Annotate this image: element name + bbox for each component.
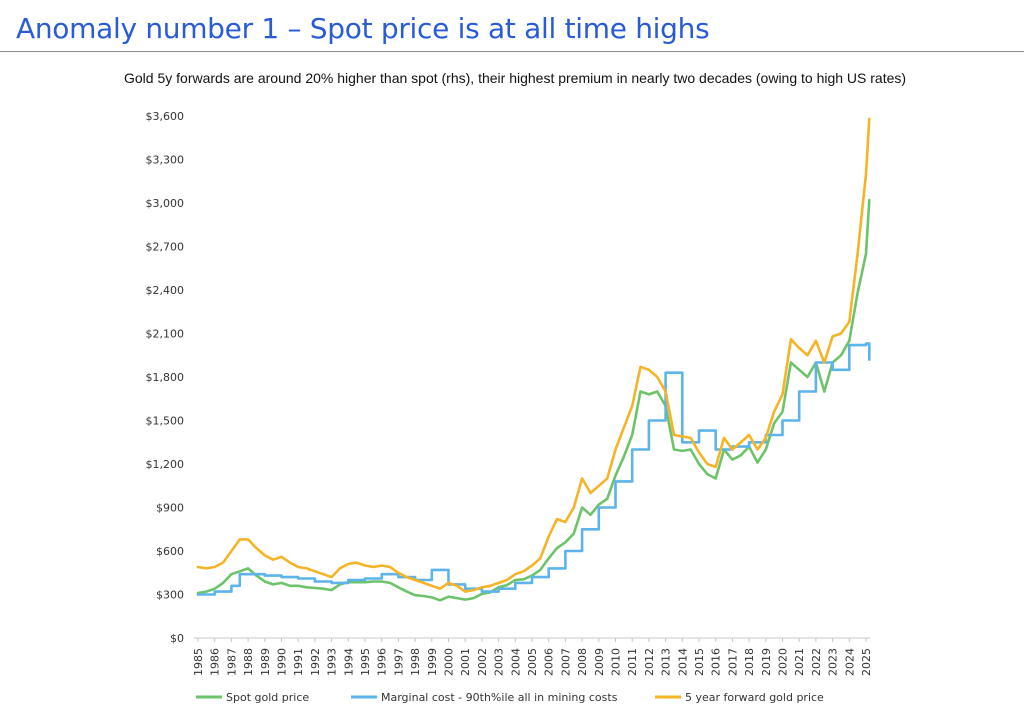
x-tick-label: 1990 xyxy=(276,648,289,676)
x-tick-label: 1996 xyxy=(376,648,389,676)
x-tick-label: 2006 xyxy=(543,648,556,676)
x-tick-label: 2000 xyxy=(443,648,456,676)
legend-label: Marginal cost - 90th%ile all in mining c… xyxy=(381,691,618,704)
x-tick-label: 1997 xyxy=(392,648,405,676)
y-axis: $0 $300 $600 $900 $1,200 $1,500 $1,800 $2,100 $2… xyxy=(146,110,185,645)
y-tick-label: $3,300 xyxy=(146,154,185,167)
page-title: Anomaly number 1 – Spot price is at all … xyxy=(16,12,710,45)
series-line-marginal-cost xyxy=(196,342,871,596)
x-tick-label: 2002 xyxy=(476,648,489,676)
x-tick-label: 1998 xyxy=(409,648,422,676)
x-tick-label: 2025 xyxy=(860,648,873,676)
x-tick-label: 1987 xyxy=(225,648,238,676)
x-tick-label: 1999 xyxy=(426,648,439,676)
plot-lines xyxy=(196,117,871,602)
title-divider xyxy=(0,51,1024,52)
x-tick-label: 2022 xyxy=(810,648,823,676)
x-tick-label: 2024 xyxy=(843,648,856,676)
x-tick-label: 2016 xyxy=(710,648,723,676)
x-tick-label: 2017 xyxy=(726,648,739,676)
x-tick-label: 2009 xyxy=(593,648,606,676)
x-tick-label: 2005 xyxy=(526,648,539,676)
legend-label: 5 year forward gold price xyxy=(685,691,824,704)
series-line-forward xyxy=(196,117,871,593)
y-tick-label: $1,500 xyxy=(146,415,185,428)
x-tick-label: 2013 xyxy=(660,648,673,676)
x-axis: 1985 1986 1987 1988 1989 1990 1991 1992 1993 1994… xyxy=(192,637,873,676)
y-tick-label: $2,400 xyxy=(146,284,185,297)
series-line-spot xyxy=(196,198,871,602)
x-tick-label: 2019 xyxy=(760,648,773,676)
y-tick-label: $600 xyxy=(156,545,184,558)
x-tick-label: 2004 xyxy=(509,648,522,676)
y-tick-label: $3,600 xyxy=(146,110,185,123)
x-tick-label: 1985 xyxy=(192,648,205,676)
y-tick-label: $2,100 xyxy=(146,328,185,341)
y-tick-label: $3,000 xyxy=(146,197,185,210)
x-tick-label: 1995 xyxy=(359,648,372,676)
x-tick-label: 2014 xyxy=(676,648,689,676)
x-tick-label: 1986 xyxy=(209,648,222,676)
x-tick-label: 2015 xyxy=(693,648,706,676)
x-tick-label: 2001 xyxy=(459,648,472,676)
x-tick-label: 2003 xyxy=(493,648,506,676)
x-tick-label: 2012 xyxy=(643,648,656,676)
x-tick-label: 1993 xyxy=(326,648,339,676)
x-tick-label: 1988 xyxy=(242,648,255,676)
y-tick-label: $300 xyxy=(156,589,184,602)
y-tick-label: $900 xyxy=(156,502,184,515)
x-tick-label: 2010 xyxy=(610,648,623,676)
y-tick-label: $2,700 xyxy=(146,241,185,254)
x-tick-label: 1992 xyxy=(309,648,322,676)
y-tick-label: $0 xyxy=(170,632,184,645)
x-tick-label: 2011 xyxy=(626,648,639,676)
legend: Spot gold price Marginal cost - 90th%ile … xyxy=(196,691,824,704)
chart-subtitle: Gold 5y forwards are around 20% higher t… xyxy=(124,70,907,86)
legend-label: Spot gold price xyxy=(226,691,309,704)
x-tick-label: 2020 xyxy=(777,648,790,676)
y-tick-label: $1,800 xyxy=(146,371,185,384)
x-tick-label: 1989 xyxy=(259,648,272,676)
x-tick-label: 2018 xyxy=(743,648,756,676)
x-tick-label: 2023 xyxy=(827,648,840,676)
x-tick-label: 2008 xyxy=(576,648,589,676)
y-tick-label: $1,200 xyxy=(146,458,185,471)
x-tick-label: 1994 xyxy=(342,648,355,676)
x-tick-label: 2007 xyxy=(559,648,572,676)
x-tick-label: 2021 xyxy=(793,648,806,676)
x-tick-label: 1991 xyxy=(292,648,305,676)
